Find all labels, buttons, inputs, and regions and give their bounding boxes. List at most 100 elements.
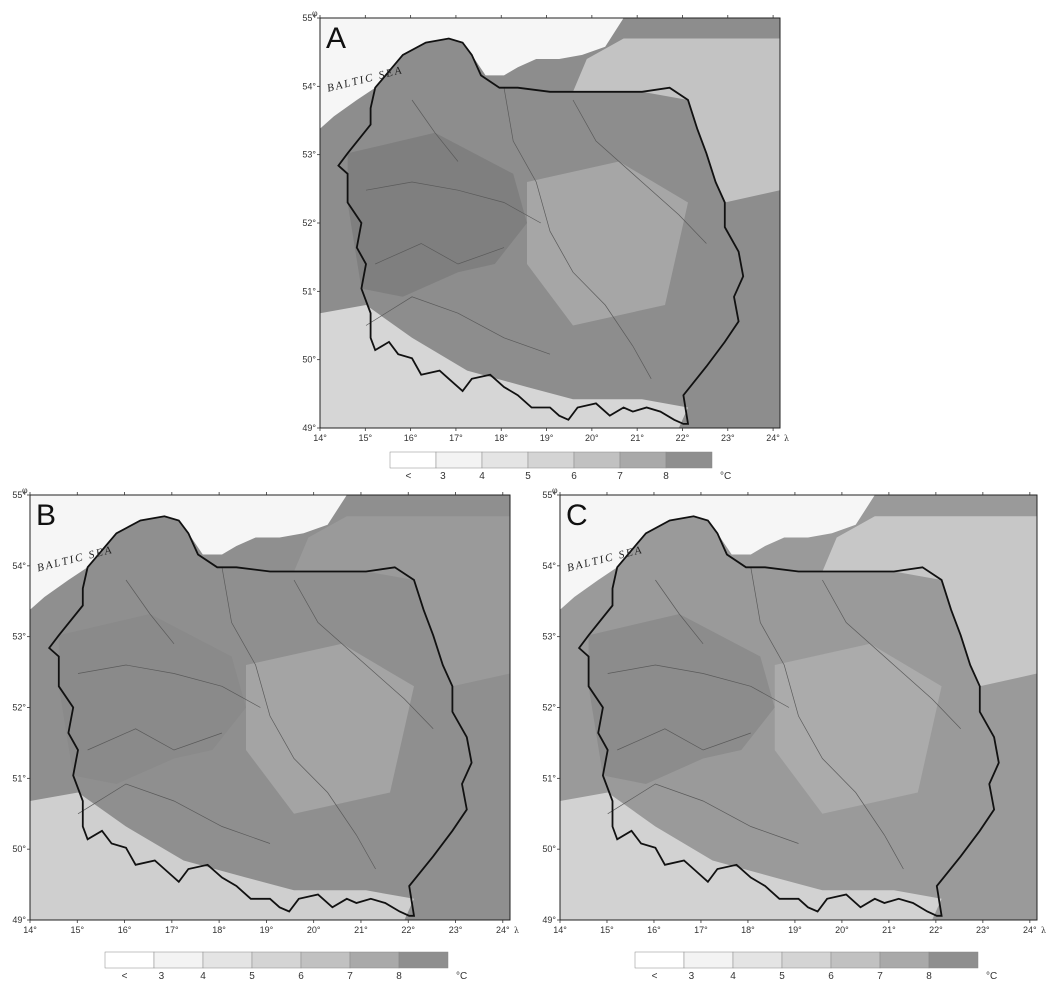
lat-tick-label: 50° (542, 844, 556, 854)
legend-swatch (104, 951, 155, 969)
baltic-sea (320, 18, 624, 129)
temperature-zone-east (573, 38, 780, 203)
legend-label: 8 (926, 971, 932, 982)
legend-swatch (300, 951, 351, 969)
lon-tick-label: 20° (585, 433, 599, 443)
lon-tick-label: 24° (1023, 925, 1037, 935)
river-line (77, 664, 261, 708)
river-line (77, 783, 271, 844)
lat-tick-label: 51° (302, 286, 316, 296)
legend-swatch (634, 951, 685, 969)
map-panel-c: BALTIC SEA C 55° 54° 53° 52° 51° 50° 49° 14° 15° 16… (540, 485, 1057, 940)
legend-label: 8 (396, 971, 402, 982)
country-border (337, 37, 745, 425)
legend-label: 6 (571, 471, 577, 482)
lat-tick-label: 54° (12, 561, 26, 571)
temperature-zone-west (347, 132, 527, 297)
legend-label: 5 (525, 471, 531, 482)
legend-swatch (435, 451, 483, 469)
lon-tick-label: 15° (358, 433, 372, 443)
lon-tick-label: 16° (118, 925, 132, 935)
lat-tick-label: 50° (302, 355, 316, 365)
lon-tick-label: 17° (694, 925, 708, 935)
legend-unit: °C (456, 971, 467, 982)
legend-label: 7 (877, 971, 883, 982)
lon-tick-label: 18° (741, 925, 755, 935)
lon-tick-label: 23° (976, 925, 990, 935)
legend-swatch (879, 951, 930, 969)
temperature-zone-west (588, 614, 775, 784)
legend-label: 6 (298, 971, 304, 982)
legend-swatch (619, 451, 667, 469)
temperature-zone-center (246, 643, 414, 814)
lat-tick-label: 53° (302, 150, 316, 160)
lat-tick-label: 54° (542, 561, 556, 571)
legend-swatch (202, 951, 253, 969)
legend-swatch (153, 951, 204, 969)
river-line (365, 296, 551, 355)
temperature-zone-west (58, 614, 246, 784)
lat-tick-label: 55° (542, 490, 556, 500)
lon-tick-label: 19° (540, 433, 554, 443)
temperature-zone-east (822, 516, 1037, 687)
panel-letter: B (36, 499, 56, 532)
lat-tick-label: 53° (542, 632, 556, 642)
legend-label: 6 (828, 971, 834, 982)
baltic-sea (30, 495, 347, 610)
river-line (87, 728, 223, 751)
lon-symbol: λ (514, 926, 519, 935)
river-line (125, 579, 175, 645)
lon-tick-label: 20° (307, 925, 321, 935)
lon-tick-label: 22° (676, 433, 690, 443)
mountain-zone (320, 305, 688, 428)
lat-tick-label: 51° (12, 773, 26, 783)
lon-tick-label: 15° (600, 925, 614, 935)
legend-label: 4 (200, 971, 206, 982)
country-border (47, 515, 473, 917)
lon-tick-label: 24° (766, 433, 780, 443)
lat-tick-label: 49° (542, 915, 556, 925)
lon-tick-label: 17° (165, 925, 179, 935)
lon-tick-label: 22° (929, 925, 943, 935)
lon-symbol: λ (1041, 926, 1046, 935)
lat-symbol: φ (312, 9, 318, 18)
legend-b: <3 4 5 6 7 8 °C (104, 951, 475, 982)
river-line (375, 243, 505, 265)
river-line (411, 99, 459, 162)
legend-swatch (349, 951, 400, 969)
legend-label: < (652, 971, 658, 982)
lat-tick-label: 52° (302, 218, 316, 228)
legend-label: 5 (779, 971, 785, 982)
legend-swatch (781, 951, 832, 969)
legend-unit: °C (720, 471, 731, 482)
lon-tick-label: 14° (23, 925, 37, 935)
legend-label: 7 (347, 971, 353, 982)
legend-swatch (830, 951, 881, 969)
lon-tick-label: 17° (449, 433, 463, 443)
lon-tick-label: 24° (496, 925, 510, 935)
legend-swatch (732, 951, 783, 969)
legend-swatch (683, 951, 734, 969)
legend-unit: °C (986, 971, 997, 982)
river-line (365, 181, 541, 224)
river-line (293, 579, 434, 730)
map-panel-b: BALTIC SEA B 55° 54° 53° 52° 51° 50° 49° 14° 15° 16… (10, 485, 530, 940)
lon-tick-label: 16° (647, 925, 661, 935)
lat-symbol: φ (22, 486, 28, 495)
lon-tick-label: 19° (788, 925, 802, 935)
country-border (577, 515, 1000, 917)
temperature-zone-east (294, 516, 510, 687)
baltic-sea (560, 495, 875, 610)
legend-label: 4 (479, 471, 485, 482)
lat-symbol: φ (552, 486, 558, 495)
lon-tick-label: 23° (449, 925, 463, 935)
lon-symbol: λ (784, 434, 789, 443)
mountain-zone (30, 792, 414, 920)
river-line (607, 664, 790, 708)
lon-tick-label: 20° (835, 925, 849, 935)
mountain-zone (560, 792, 942, 920)
lon-tick-label: 23° (721, 433, 735, 443)
river-line (607, 783, 799, 844)
temperature-zone-center (774, 643, 942, 814)
lat-tick-label: 51° (542, 773, 556, 783)
